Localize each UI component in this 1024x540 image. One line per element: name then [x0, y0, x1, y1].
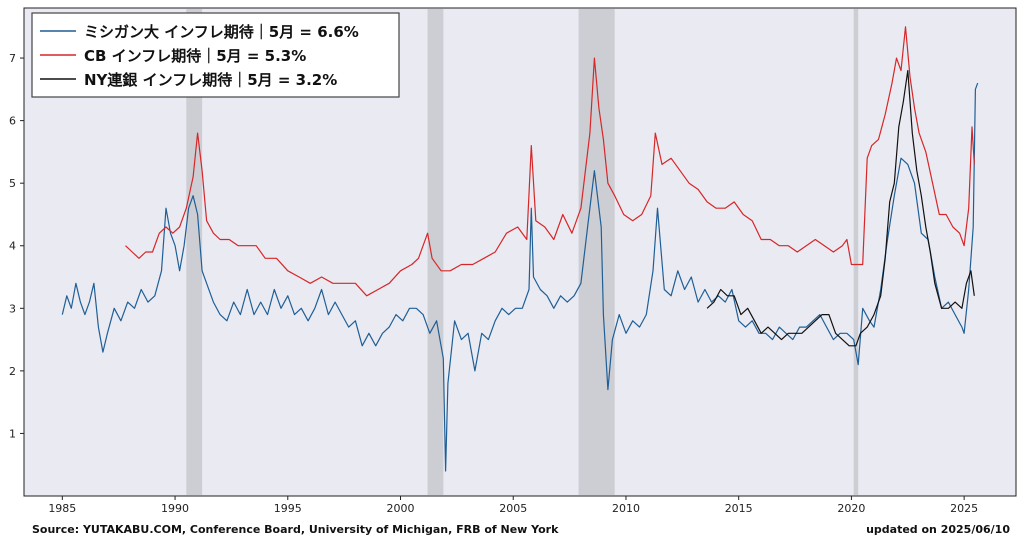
x-tick-label: 1995	[274, 502, 302, 515]
legend-label: CB インフレ期待｜5月 = 5.3%	[84, 47, 306, 65]
legend-label: ミシガン大 インフレ期待｜5月 = 6.6%	[84, 23, 359, 41]
y-tick-label: 6	[9, 115, 16, 128]
x-tick-label: 2015	[725, 502, 753, 515]
y-tick-label: 5	[9, 177, 16, 190]
series-line	[706, 70, 975, 347]
y-axis-ticks: 1 2 3 4 5 6 7	[9, 52, 24, 440]
x-tick-label: 2010	[612, 502, 640, 515]
series-lines	[61, 26, 979, 472]
x-tick-label: 1990	[161, 502, 189, 515]
x-tick-label: 2005	[499, 502, 527, 515]
x-tick-label: 1985	[48, 502, 76, 515]
recession-band	[186, 9, 203, 495]
recession-band	[427, 9, 444, 495]
x-tick-label: 2020	[837, 502, 865, 515]
source-note: Source: YUTAKABU.COM, Conference Board, …	[32, 523, 559, 536]
series-line	[61, 82, 979, 472]
updated-date: updated on 2025/06/10	[866, 523, 1010, 536]
recession-band	[853, 9, 859, 495]
recession-bands	[186, 9, 859, 495]
y-tick-label: 2	[9, 365, 16, 378]
legend-box	[31, 12, 400, 98]
y-tick-label: 7	[9, 52, 16, 65]
series-line	[125, 26, 975, 297]
y-tick-label: 3	[9, 302, 16, 315]
legend-label: NY連銀 インフレ期待｜5月 = 3.2%	[84, 71, 337, 89]
x-axis-ticks: 1985 1990 1995 2000 2005 2010 2015 2020 2025	[48, 496, 978, 515]
y-tick-label: 1	[9, 427, 16, 440]
y-tick-label: 4	[9, 240, 16, 253]
legend: ミシガン大 インフレ期待｜5月 = 6.6% CB インフレ期待｜5月 = 5.3…	[31, 12, 400, 98]
x-tick-label: 2025	[950, 502, 978, 515]
x-tick-label: 2000	[387, 502, 415, 515]
